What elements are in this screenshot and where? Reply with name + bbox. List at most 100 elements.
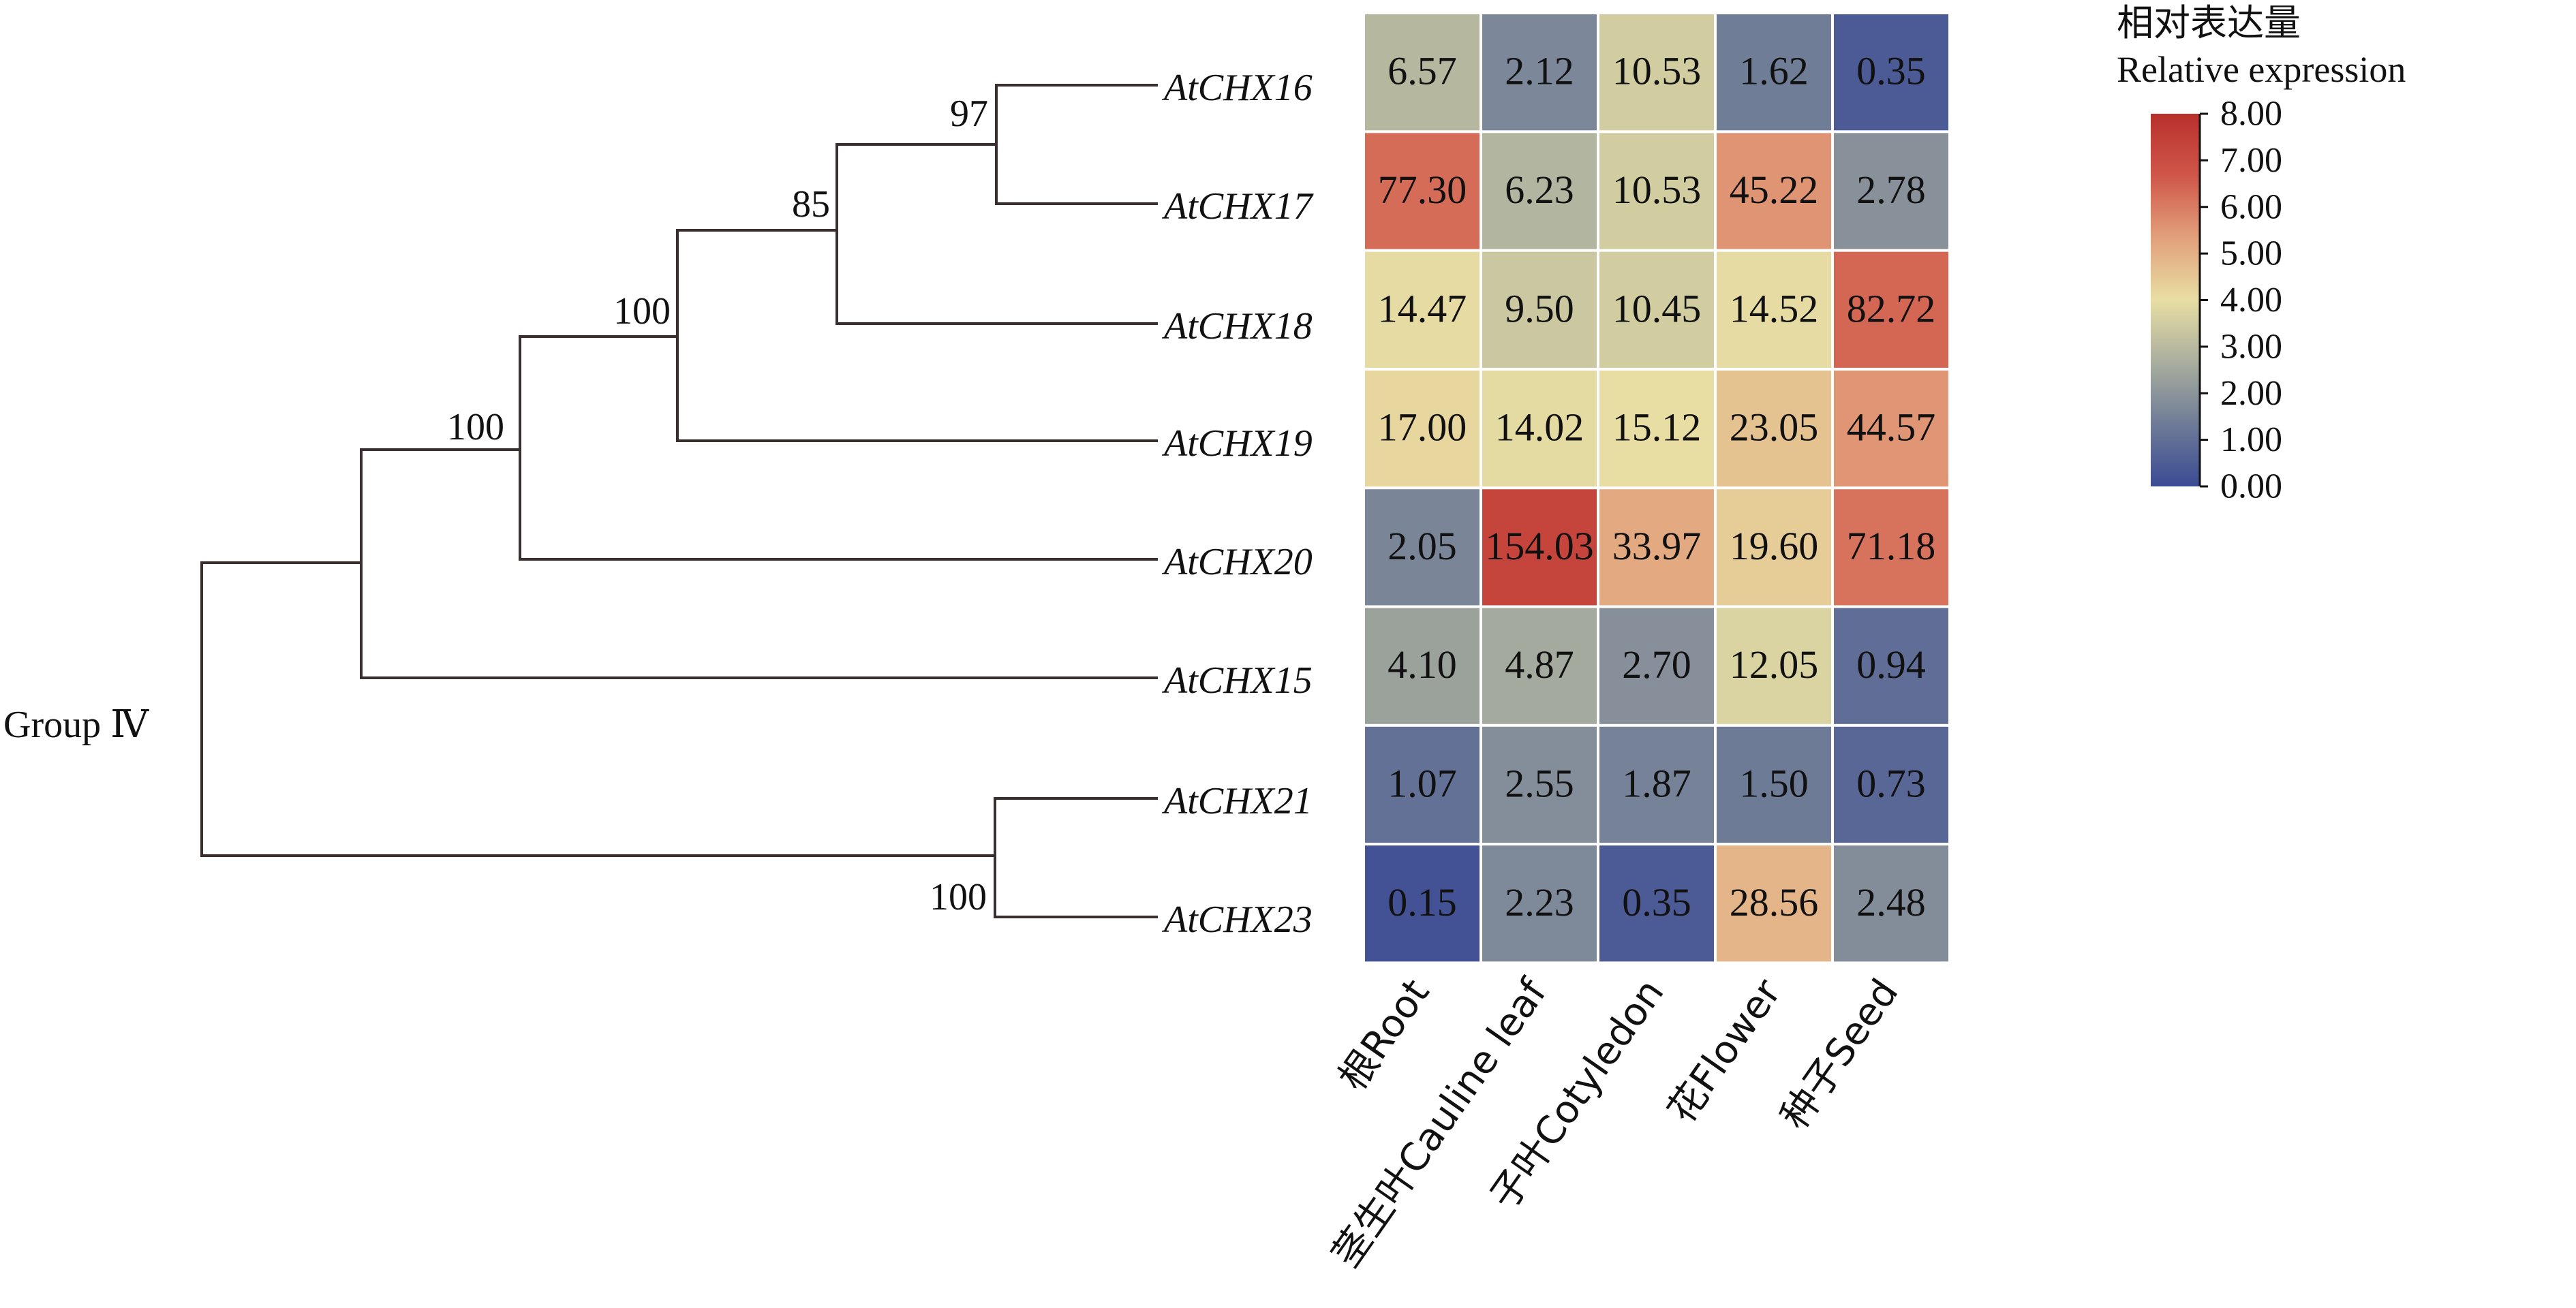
color-legend: 相对表达量 Relative expression 8.00 7.00 6.00 5.… — [2117, 1, 2406, 506]
heatmap-cell — [1599, 370, 1714, 487]
heatmap-cell — [1717, 14, 1831, 131]
legend-tick-label: 2.00 — [2220, 374, 2282, 413]
heatmap-cell — [1365, 133, 1479, 249]
cell-value-label: 0.35 — [1856, 49, 1926, 93]
heatmap-cell — [1482, 845, 1597, 962]
heatmap-cell — [1599, 251, 1714, 368]
heatmap-cell — [1834, 608, 1948, 724]
cell-value-label: 0.35 — [1622, 880, 1691, 924]
heatmap-cell — [1365, 370, 1479, 487]
legend-tick-label: 5.00 — [2220, 234, 2282, 273]
heatmap-cell — [1717, 608, 1831, 724]
cell-value-label: 82.72 — [1847, 286, 1936, 330]
heatmap-cell — [1834, 845, 1948, 962]
cell-value-label: 9.50 — [1505, 286, 1574, 330]
heatmap-cell — [1365, 251, 1479, 368]
legend-title-en: Relative expression — [2117, 49, 2406, 90]
cell-value-label: 2.55 — [1505, 761, 1574, 805]
cell-value-label: 17.00 — [1378, 405, 1467, 450]
cell-value-label: 6.23 — [1505, 168, 1574, 212]
legend-tick-label: 4.00 — [2220, 281, 2282, 320]
heatmap-cell — [1717, 133, 1831, 249]
heatmap-cell — [1834, 251, 1948, 368]
cell-value-label: 2.23 — [1505, 880, 1574, 924]
heatmap-cell — [1834, 489, 1948, 606]
tissue-label: 花Flower — [1659, 971, 1790, 1132]
heatmap-cell — [1365, 608, 1479, 724]
bootstrap-label: 85 — [792, 183, 830, 225]
gene-label: AtCHX18 — [1161, 305, 1313, 347]
cell-value-label: 1.62 — [1739, 49, 1809, 93]
heatmap-cell — [1717, 489, 1831, 606]
cell-value-label: 2.12 — [1505, 49, 1574, 93]
cell-value-label: 14.52 — [1730, 286, 1819, 330]
legend-color-bar — [2151, 114, 2200, 486]
cell-value-label: 14.47 — [1378, 286, 1467, 330]
gene-label: AtCHX20 — [1161, 541, 1313, 583]
cell-value-label: 1.87 — [1622, 761, 1691, 805]
bootstrap-label: 100 — [613, 290, 671, 332]
heatmap-cell — [1365, 845, 1479, 962]
legend-tick-label: 1.00 — [2220, 420, 2282, 459]
gene-label: AtCHX19 — [1161, 422, 1313, 465]
heatmap-cell — [1482, 726, 1597, 843]
cell-value-label: 6.57 — [1387, 49, 1457, 93]
gene-label: AtCHX23 — [1161, 899, 1313, 941]
cell-value-label: 19.60 — [1730, 524, 1819, 568]
cell-value-label: 15.12 — [1612, 405, 1702, 450]
heatmap-cell — [1599, 14, 1714, 131]
gene-labels: AtCHX16 AtCHX17 AtCHX18 AtCHX19 AtCHX20 AtCHX… — [1161, 67, 1314, 941]
cell-value-label: 1.50 — [1739, 761, 1809, 805]
cell-value-label: 71.18 — [1847, 524, 1936, 568]
cell-value-label: 14.02 — [1495, 405, 1584, 450]
cell-value-label: 12.05 — [1730, 642, 1819, 687]
heatmap-cell — [1482, 14, 1597, 131]
cell-value-label: 10.53 — [1612, 168, 1702, 212]
cell-value-label: 2.05 — [1387, 524, 1457, 568]
bootstrap-labels: 97 85 100 100 100 — [447, 93, 988, 918]
cell-value-label: 45.22 — [1730, 168, 1819, 212]
bootstrap-label: 100 — [447, 406, 504, 448]
tissue-label: 种子Seed — [1773, 971, 1907, 1138]
gene-label: AtCHX16 — [1161, 67, 1313, 109]
group-label: Group Ⅳ — [3, 704, 149, 746]
cell-value-label: 0.94 — [1856, 642, 1926, 687]
legend-tick-label: 6.00 — [2220, 187, 2282, 226]
cell-value-label: 1.07 — [1387, 761, 1457, 805]
gene-label: AtCHX15 — [1161, 659, 1313, 702]
cell-value-label: 10.53 — [1612, 49, 1702, 93]
heatmap-cell — [1717, 845, 1831, 962]
cell-value-label: 28.56 — [1730, 880, 1819, 924]
cell-value-label: 10.45 — [1612, 286, 1702, 330]
cell-value-label: 2.78 — [1856, 168, 1926, 212]
bootstrap-label: 97 — [950, 93, 988, 135]
tissue-label: 根Root — [1330, 971, 1438, 1099]
heatmap-cell — [1599, 608, 1714, 724]
heatmap-cell — [1599, 489, 1714, 606]
legend-tick-label: 7.00 — [2220, 141, 2282, 180]
phylogenetic-tree — [200, 84, 1158, 918]
heatmap-cell — [1834, 370, 1948, 487]
heatmap-cell — [1599, 133, 1714, 249]
cell-value-label: 2.48 — [1856, 880, 1926, 924]
cell-value-label: 0.73 — [1856, 761, 1926, 805]
heatmap-cell — [1599, 845, 1714, 962]
tissue-label: 茎生叶Cauline leaf — [1324, 971, 1557, 1276]
cell-value-label: 23.05 — [1730, 405, 1819, 450]
cell-value-label: 2.70 — [1622, 642, 1691, 687]
bootstrap-label: 100 — [930, 876, 987, 918]
gene-label: AtCHX21 — [1161, 780, 1313, 822]
heatmap-cell — [1717, 726, 1831, 843]
legend-tick-label: 3.00 — [2220, 327, 2282, 366]
heatmap-cell — [1599, 726, 1714, 843]
heatmap-cell — [1717, 370, 1831, 487]
heatmap-cells: 6.57 2.12 10.53 1.62 0.35 77.30 6.23 10.53 45.22… — [1365, 14, 1948, 962]
gene-label: AtCHX17 — [1161, 185, 1314, 228]
cell-value-label: 33.97 — [1612, 524, 1702, 568]
legend-tick-label: 8.00 — [2220, 95, 2282, 134]
legend-tick-label: 0.00 — [2220, 467, 2282, 506]
heatmap-cell — [1834, 726, 1948, 843]
cell-value-label: 0.15 — [1387, 880, 1457, 924]
